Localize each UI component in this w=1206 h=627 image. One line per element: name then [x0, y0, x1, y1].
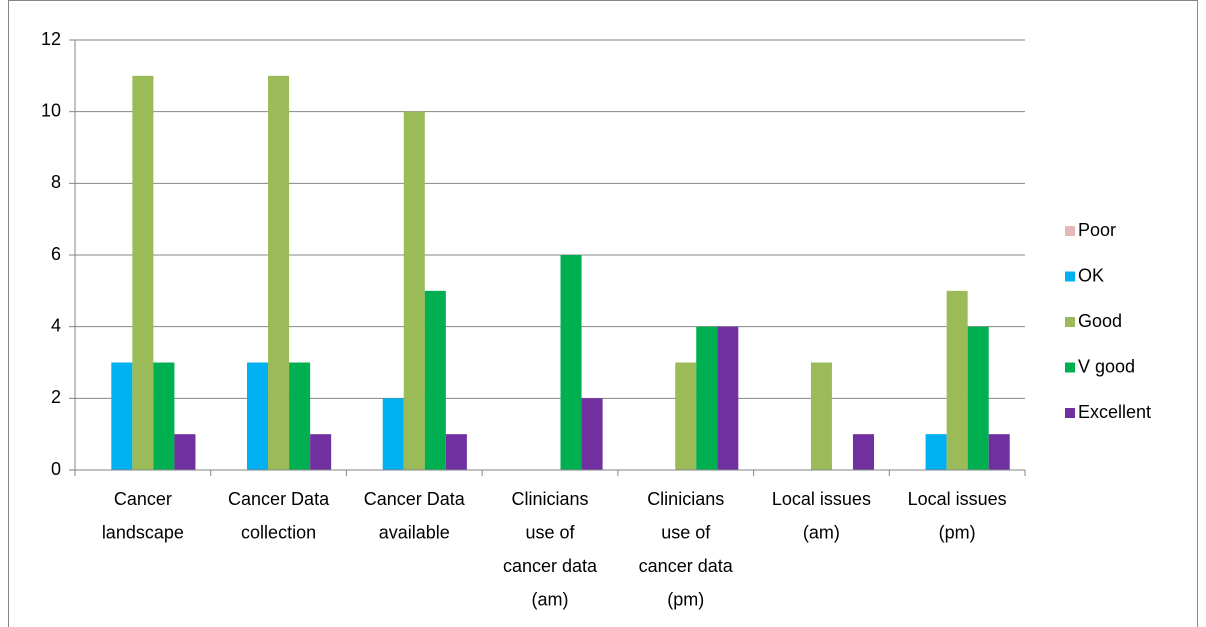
legend-label: V good	[1078, 356, 1135, 376]
x-tick-label: Clinicians use of cancer data (pm)	[639, 489, 734, 610]
bar	[424, 290, 446, 470]
bar	[132, 75, 154, 470]
x-tick-label-line: use of	[661, 522, 711, 542]
legend-label: Poor	[1078, 220, 1116, 240]
x-tick-label: Clinicians use of cancer data (am)	[503, 489, 598, 610]
x-tick-label-line: cancer data	[503, 556, 598, 576]
bar	[382, 398, 404, 470]
legend-label: OK	[1078, 265, 1104, 285]
x-tick-label-line: (pm)	[939, 522, 976, 542]
bar	[717, 326, 739, 470]
bar	[560, 255, 582, 470]
y-tick-label: 0	[51, 459, 61, 479]
bar	[675, 362, 697, 470]
x-tick-label-line: (am)	[803, 522, 840, 542]
bar	[925, 434, 947, 470]
bar	[810, 362, 832, 470]
legend-label: Good	[1078, 311, 1122, 331]
bar	[852, 434, 875, 470]
bar	[696, 326, 718, 470]
bar	[289, 362, 311, 470]
bar	[445, 434, 467, 470]
y-tick-label: 4	[51, 315, 61, 335]
x-tick-label-line: Local issues	[772, 489, 871, 509]
legend-swatch	[1065, 226, 1075, 236]
x-tick-label-line: landscape	[102, 522, 184, 542]
y-tick-label: 10	[41, 100, 61, 120]
x-tick-label-line: collection	[241, 522, 316, 542]
legend-swatch	[1065, 271, 1075, 282]
y-tick-label: 12	[41, 29, 61, 49]
x-tick-label: Cancer Data collection	[228, 489, 330, 543]
bar	[153, 362, 175, 470]
x-tick-label-line: (am)	[532, 589, 569, 609]
x-tick-label-line: use of	[525, 522, 575, 542]
x-tick-label-line: cancer data	[639, 556, 734, 576]
x-tick-label-line: Cancer	[114, 489, 172, 509]
bar	[988, 434, 1010, 470]
x-tick-label-line: available	[379, 522, 450, 542]
legend-swatch	[1065, 408, 1075, 418]
legend-swatch	[1065, 362, 1075, 373]
x-tick-label-line: Cancer Data	[228, 489, 330, 509]
y-tick-label: 6	[51, 244, 61, 264]
y-tick-label: 2	[51, 387, 61, 407]
chart-frame	[8, 0, 1198, 627]
x-tick-label-line: Local issues	[908, 489, 1007, 509]
bar	[403, 111, 425, 471]
x-tick-label: Local issues (am)	[772, 489, 871, 543]
x-tick-label: Local issues (pm)	[908, 489, 1007, 543]
x-tick-label: Cancer Data available	[364, 489, 466, 543]
x-tick-label-line: Clinicians	[511, 489, 588, 509]
bar	[581, 398, 603, 470]
x-tick-label-line: (pm)	[667, 589, 704, 609]
x-tick-label-line: Clinicians	[647, 489, 724, 509]
x-tick-label-line: Cancer Data	[364, 489, 466, 509]
bar	[174, 434, 196, 470]
bar	[247, 362, 269, 470]
x-tick-label: Cancer landscape	[102, 489, 184, 543]
y-tick-label: 8	[51, 172, 61, 192]
legend-swatch	[1065, 317, 1075, 327]
bar	[310, 434, 332, 470]
bar	[946, 290, 968, 470]
bar	[967, 326, 989, 470]
legend-label: Excellent	[1078, 402, 1151, 422]
bar	[111, 362, 133, 470]
bar	[268, 75, 290, 470]
